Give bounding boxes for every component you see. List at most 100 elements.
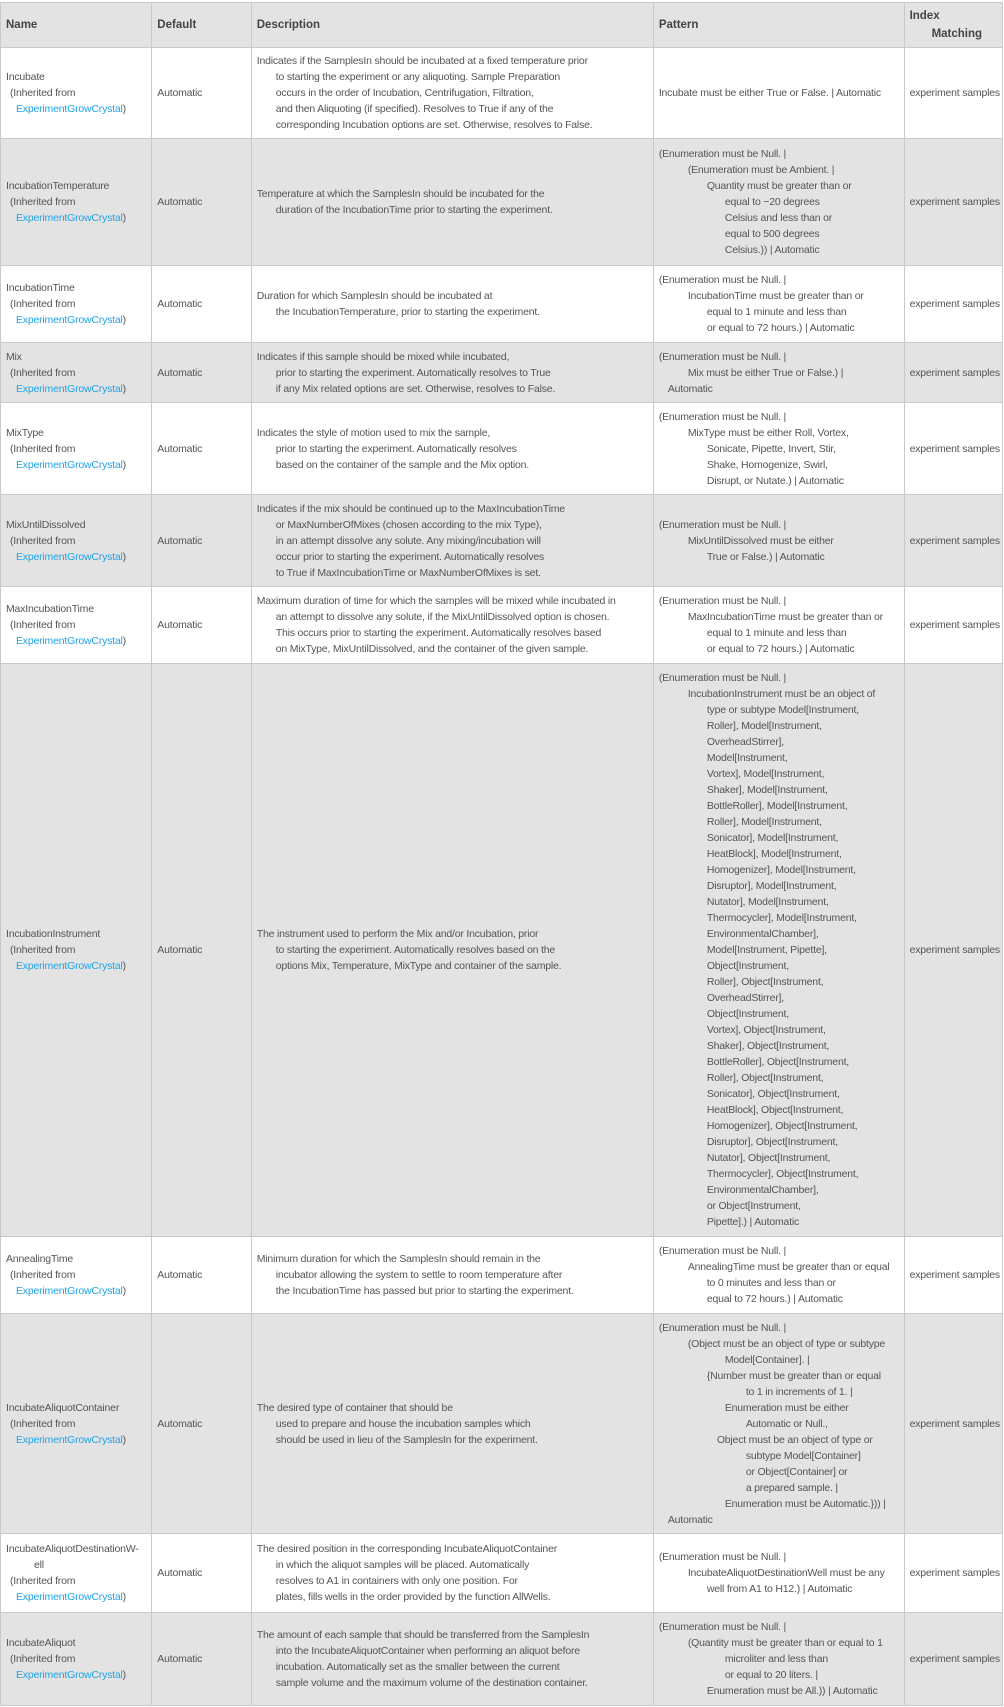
- default-value: Automatic: [151, 138, 252, 266]
- index-matching-value: experiment samples: [903, 1612, 1004, 1706]
- inherited-prefix: (Inherited from: [10, 944, 76, 956]
- option-name: Mix: [6, 350, 22, 363]
- description-line: prior to starting the experiment. Automa…: [275, 442, 517, 455]
- pattern-line: Roller], Model[Instrument,: [706, 816, 822, 828]
- pattern-line: to 0 minutes and less than or: [706, 1277, 836, 1289]
- pattern-line: Sonicator], Object[Instrument,: [706, 1088, 840, 1100]
- description-line: to starting the experiment. Automaticall…: [275, 944, 555, 956]
- description-cell: Indicates if this sample should be mixed…: [250, 342, 654, 403]
- experiment-link[interactable]: ExperimentGrowCrystal: [16, 1669, 123, 1681]
- pattern-line: (Enumeration must be Null. |: [658, 350, 787, 363]
- table-row: AnnealingTime (Inherited from ExperimentGr…: [0, 1236, 1004, 1314]
- description-line: should be used in lieu of the SamplesIn …: [275, 1433, 538, 1446]
- experiment-link[interactable]: ExperimentGrowCrystal: [16, 550, 123, 563]
- pattern-line: Roller], Object[Instrument,: [706, 976, 824, 988]
- pattern-line: Shake, Homogenize, Swirl,: [706, 458, 828, 471]
- pattern-line: Shaker], Model[Instrument,: [706, 784, 828, 796]
- description-line: incubation. Automatically set as the sma…: [275, 1661, 560, 1673]
- default-value: Automatic: [151, 265, 252, 343]
- pattern-line: Vortex], Model[Instrument,: [706, 768, 825, 780]
- pattern-line: BottleRoller], Model[Instrument,: [706, 800, 848, 812]
- pattern-line: Enumeration must be either: [724, 1401, 849, 1414]
- experiment-link[interactable]: ExperimentGrowCrystal: [16, 1285, 123, 1297]
- description-line: sample volume and the maximum volume of …: [275, 1677, 588, 1689]
- inherited-note: (Inherited from: [6, 365, 146, 381]
- pattern-line: Object must be an object of type or: [716, 1433, 873, 1446]
- inherited-note: (Inherited from: [6, 1416, 146, 1432]
- inherited-note: (Inherited from: [6, 441, 146, 457]
- inherited-note: (Inherited from: [6, 533, 146, 549]
- pattern-line: Enumeration must be All.)) | Automatic: [706, 1685, 878, 1697]
- default-value: Automatic: [151, 402, 252, 495]
- pattern-line: Automatic: [667, 1513, 713, 1526]
- pattern-line: equal to 1 minute and less than: [706, 306, 847, 318]
- experiment-link[interactable]: ExperimentGrowCrystal: [16, 1433, 123, 1446]
- pattern-line: (Enumeration must be Ambient. |: [687, 164, 835, 176]
- inherited-link-line: ExperimentGrowCrystal): [6, 312, 146, 328]
- description-line: Minimum duration for which the SamplesIn…: [256, 1253, 541, 1265]
- pattern-line: AnnealingTime must be greater than or eq…: [687, 1261, 890, 1273]
- table-row: MaxIncubationTime (Inherited from Experime…: [0, 586, 1004, 664]
- description-cell: The instrument used to perform the Mix a…: [250, 663, 654, 1237]
- inherited-suffix: ): [122, 1285, 127, 1297]
- description-line: Duration for which SamplesIn should be i…: [256, 290, 493, 302]
- pattern-line: Disrupt, or Nutate.) | Automatic: [706, 474, 844, 487]
- pattern-line: MaxIncubationTime must be greater than o…: [687, 611, 883, 623]
- pattern-line: or equal to 72 hours.) | Automatic: [706, 643, 855, 655]
- pattern-line: Incubate must be either True or False. |…: [658, 87, 881, 99]
- experiment-link[interactable]: ExperimentGrowCrystal: [16, 103, 123, 115]
- table-body: Incubate (Inherited from ExperimentGrowCry…: [0, 47, 1004, 1706]
- inherited-suffix: ): [122, 550, 127, 563]
- pattern-line: Mix must be either True or False.) |: [687, 366, 844, 379]
- experiment-link[interactable]: ExperimentGrowCrystal: [16, 382, 123, 395]
- pattern-line: Sonicate, Pipette, Invert, Stir,: [706, 442, 836, 455]
- experiment-link[interactable]: ExperimentGrowCrystal: [16, 960, 123, 972]
- description-line: options Mix, Temperature, MixType and co…: [275, 960, 562, 972]
- pattern-line: or Object[Instrument,: [706, 1200, 801, 1212]
- description-cell: Indicates the style of motion used to mi…: [250, 402, 654, 495]
- inherited-suffix: ): [122, 960, 127, 972]
- inherited-prefix: (Inherited from: [10, 1575, 76, 1587]
- pattern-line: (Enumeration must be Null. |: [658, 518, 787, 531]
- description-line: duration of the IncubationTime prior to …: [275, 204, 553, 216]
- pattern-line: Disruptor], Model[Instrument,: [706, 880, 837, 892]
- description-line: incubator allowing the system to settle …: [275, 1269, 563, 1281]
- column-header-description: Description: [250, 2, 654, 48]
- experiment-link[interactable]: ExperimentGrowCrystal: [16, 314, 123, 326]
- table-row: IncubationInstrument (Inherited from Exper…: [0, 663, 1004, 1237]
- table-row: IncubateAliquotContainer (Inherited from E…: [0, 1313, 1004, 1534]
- description-line: in which the aliquot samples will be pla…: [275, 1559, 530, 1571]
- experiment-link[interactable]: ExperimentGrowCrystal: [16, 212, 123, 224]
- pattern-line: a prepared sample. |: [745, 1481, 838, 1494]
- option-name-cell: Incubate (Inherited from ExperimentGrowCry…: [0, 47, 153, 139]
- experiment-link[interactable]: ExperimentGrowCrystal: [16, 458, 123, 471]
- description-cell: The desired type of container that shoul…: [250, 1313, 654, 1534]
- default-value: Automatic: [151, 1612, 252, 1706]
- pattern-cell: Incubate must be either True or False. |…: [652, 47, 905, 139]
- index-matching-value: experiment samples: [903, 265, 1004, 343]
- experiment-link[interactable]: ExperimentGrowCrystal: [16, 635, 123, 647]
- experiment-link[interactable]: ExperimentGrowCrystal: [16, 1591, 123, 1603]
- inherited-prefix: (Inherited from: [10, 1417, 76, 1430]
- default-value: Automatic: [151, 342, 252, 403]
- pattern-cell: (Enumeration must be Null. | AnnealingTim…: [652, 1236, 905, 1314]
- pattern-line: (Enumeration must be Null. |: [658, 148, 787, 160]
- pattern-line: HeatBlock], Object[Instrument,: [706, 1104, 844, 1116]
- inherited-link-line: ExperimentGrowCrystal): [6, 1589, 146, 1605]
- pattern-cell: (Enumeration must be Null. | Mix must be …: [652, 342, 905, 403]
- description-line: Indicates the style of motion used to mi…: [256, 426, 491, 439]
- column-header-default: Default: [151, 2, 252, 48]
- pattern-line: Nutator], Object[Instrument,: [706, 1152, 831, 1164]
- inherited-prefix: (Inherited from: [10, 298, 76, 310]
- pattern-line: Object[Instrument,: [706, 1008, 789, 1020]
- inherited-link-line: ExperimentGrowCrystal): [6, 381, 146, 397]
- option-name: AnnealingTime: [6, 1253, 74, 1265]
- description-line: prior to starting the experiment. Automa…: [275, 366, 551, 379]
- index-matching-value: experiment samples: [903, 402, 1004, 495]
- column-header-index-matching: Index Matching: [903, 2, 1004, 48]
- pattern-line: Automatic: [667, 382, 713, 395]
- option-name: MaxIncubationTime: [6, 603, 94, 615]
- description-line: or MaxNumberOfMixes (chosen according to…: [275, 518, 542, 531]
- description-line: an attempt to dissolve any solute, if th…: [275, 611, 610, 623]
